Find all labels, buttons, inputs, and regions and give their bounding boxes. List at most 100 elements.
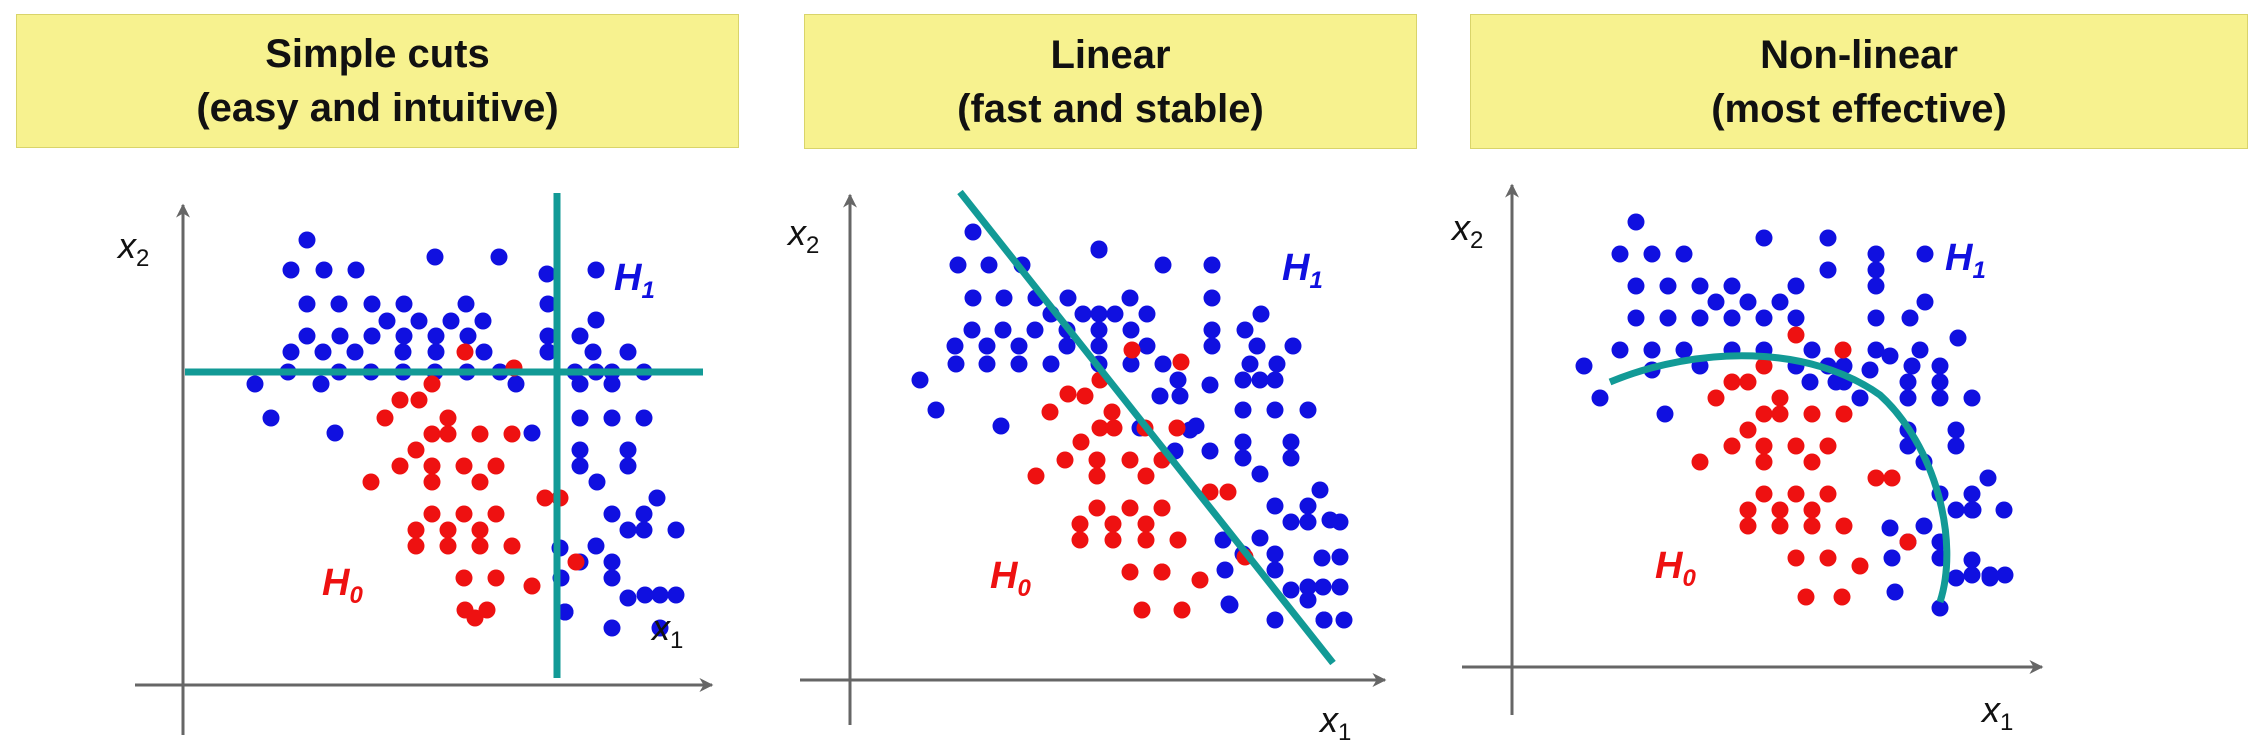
panel-2-h0-point xyxy=(1172,353,1190,371)
panel-3-h1-point xyxy=(1947,501,1965,519)
panel-1-h1-point xyxy=(619,521,637,539)
panel-2-h1-point xyxy=(1331,548,1349,566)
panel-1-h0-point xyxy=(478,601,496,619)
panel-2-h1-point xyxy=(1266,371,1284,389)
panel-1-h0-point xyxy=(391,457,409,475)
panel-3-h1-point xyxy=(1931,389,1949,407)
panel-2-h1-point xyxy=(1106,305,1124,323)
panel-3-h0-point xyxy=(1883,469,1901,487)
panel-3-h0-point xyxy=(1819,549,1837,567)
panel-3-h1-point xyxy=(1627,309,1645,327)
panel-2-h1-point xyxy=(1010,337,1028,355)
panel-2-h1-point xyxy=(1241,355,1259,373)
panel-1-h1-point xyxy=(619,589,637,607)
panel-2-h1-point xyxy=(1203,256,1221,274)
panel-1-h1-point xyxy=(635,409,653,427)
panel-3-h1-point xyxy=(1591,389,1609,407)
panel-2-h1-point xyxy=(1282,513,1300,531)
panel-1-h1-point xyxy=(282,343,300,361)
panel-3-h0-point xyxy=(1803,501,1821,519)
panel-2-h1-point xyxy=(1311,481,1329,499)
panel-3-h0-point xyxy=(1787,437,1805,455)
panel-2-h1-point xyxy=(1138,305,1156,323)
panel-2-h1-point xyxy=(1203,289,1221,307)
panel-3-h0-point xyxy=(1771,405,1789,423)
panel-3-h1-point xyxy=(1691,309,1709,327)
panel-2-h1-point xyxy=(1335,611,1353,629)
panel-3-h0-point xyxy=(1739,501,1757,519)
panel-1-h1-point xyxy=(326,424,344,442)
panel-1-h1-point xyxy=(584,343,602,361)
panel-1-h0-point xyxy=(407,441,425,459)
panel-3-points xyxy=(1575,213,2014,617)
panel-3-h1-point xyxy=(1911,341,1929,359)
panel-3-title: Non-linear (most effective) xyxy=(1470,14,2248,149)
panel-2-h1-point xyxy=(1234,449,1252,467)
panel-2-h0-point xyxy=(1123,341,1141,359)
panel-2-h1-point xyxy=(947,355,965,373)
panel-2-h1-point xyxy=(1090,241,1108,259)
panel-2-h1-point xyxy=(1299,591,1317,609)
panel-3-h1-point xyxy=(1964,501,1982,519)
panel-2-h1-point xyxy=(1299,401,1317,419)
panel-2-h0-point xyxy=(1153,499,1171,517)
panel-2-h1-point xyxy=(992,417,1010,435)
panel-3-h0-point xyxy=(1755,437,1773,455)
panel-2-h1-point xyxy=(1284,337,1302,355)
panel-2-title: Linear (fast and stable) xyxy=(804,14,1417,149)
panel-3-h1-point xyxy=(1963,389,1981,407)
panel-1-h1-point xyxy=(603,569,621,587)
panel-3-h0-point xyxy=(1723,373,1741,391)
panel-3-h1-point xyxy=(1963,551,1981,569)
panel-2-h1-point xyxy=(1181,421,1199,439)
panel-1-h1-point xyxy=(571,327,589,345)
panel-3-h1-point xyxy=(1723,309,1741,327)
panel-1-x-axis-label: x1 xyxy=(650,607,683,654)
panel-1-h0-point xyxy=(471,537,489,555)
panel-1-h0-point xyxy=(503,425,521,443)
panel-3-h1-label: H1 xyxy=(1945,237,1986,284)
panel-1-h1-point xyxy=(298,231,316,249)
panel-1-h0-point xyxy=(407,521,425,539)
panel-2-h1-point xyxy=(1268,355,1286,373)
panel-1-h0-point xyxy=(423,425,441,443)
panel-3-h1-point xyxy=(1771,293,1789,311)
panel-3-h0-point xyxy=(1707,389,1725,407)
panel-1-h1-point xyxy=(282,261,300,279)
panel-2-h1-point xyxy=(1315,611,1333,629)
panel-3-h0-point xyxy=(1834,341,1852,359)
panel-1-h1-point xyxy=(651,619,669,637)
panel-3-h0-point xyxy=(1739,421,1757,439)
panel-1-h1-point xyxy=(347,261,365,279)
panel-3-h0-point xyxy=(1803,453,1821,471)
panel-2-h1-point xyxy=(994,321,1012,339)
panel-2-h1-point xyxy=(949,256,967,274)
panel-2-h0-point xyxy=(1121,451,1139,469)
panel-2-h1-point xyxy=(964,289,982,307)
panel-1-h1-point xyxy=(395,327,413,345)
panel-2-title-line2: (fast and stable) xyxy=(957,86,1264,131)
panel-1-y-axis-label: x2 xyxy=(116,225,149,272)
panel-2-h1-point xyxy=(1121,289,1139,307)
panel-3-h1-point xyxy=(1851,389,1869,407)
panel-1-h1-point xyxy=(587,537,605,555)
panel-3-h1-point xyxy=(1899,389,1917,407)
panel-3-h0-point xyxy=(1739,517,1757,535)
panel-3-h0-label: H0 xyxy=(1655,545,1696,592)
panel-3-y-axis-label-sub: 2 xyxy=(1470,227,1483,254)
panel-1-h1-point xyxy=(427,343,445,361)
panel-3-h1-point xyxy=(1707,293,1725,311)
panel-2-h1-point xyxy=(1059,289,1077,307)
panel-1-h1-point xyxy=(363,295,381,313)
panel-3-h1-point xyxy=(1801,373,1819,391)
panel-2-h1-point xyxy=(1282,433,1300,451)
panel-2-h0-point xyxy=(1121,563,1139,581)
panel-1-y-axis-label-main: x xyxy=(116,225,138,266)
panel-1-x-axis-label-main: x xyxy=(650,607,672,648)
panel-3-h0-point xyxy=(1797,588,1815,606)
panel-2-y-axis-label-sub: 2 xyxy=(806,232,819,259)
panel-3-h1-point xyxy=(1881,519,1899,537)
panel-1-h1-point xyxy=(410,312,428,330)
panel-2-h0-point xyxy=(1201,483,1219,501)
